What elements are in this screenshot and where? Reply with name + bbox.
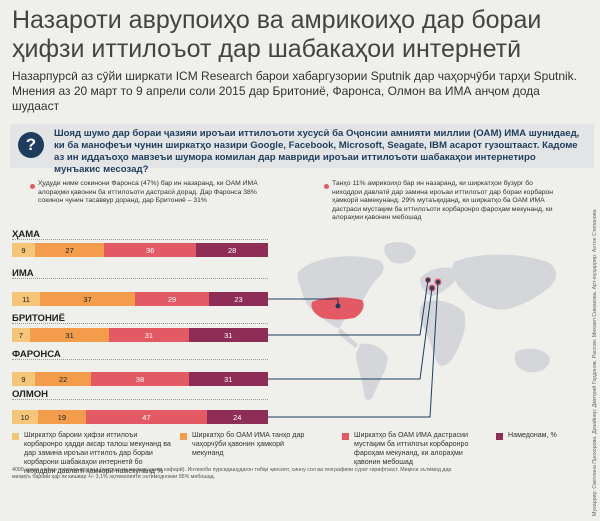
bar-segment: 7 xyxy=(12,328,30,342)
bar-segment: 47 xyxy=(86,410,207,424)
stacked-bar: 7 31 31 31 xyxy=(12,328,268,342)
infographic-title: Назароти аврупоиҳо ва амрикоиҳо дар бора… xyxy=(12,6,542,63)
africa-shape xyxy=(419,300,466,366)
bar-segment: 11 xyxy=(12,292,41,306)
bar-segment: 38 xyxy=(91,372,189,386)
bar-segment: 24 xyxy=(206,410,268,424)
row-divider xyxy=(12,278,268,279)
bar-segment: 19 xyxy=(37,410,87,424)
bar-segment: 31 xyxy=(188,372,268,386)
category-label: ОЛМОН xyxy=(12,389,48,400)
bar-segment: 36 xyxy=(104,243,197,257)
category-label: ҲАМА xyxy=(12,229,40,240)
row-divider xyxy=(12,399,268,400)
germany-dot xyxy=(436,280,440,284)
stacked-bar: 11 37 29 23 xyxy=(12,292,268,306)
bar-segment: 9 xyxy=(12,372,36,386)
bar-segment: 28 xyxy=(196,243,268,257)
australia-shape xyxy=(514,348,550,373)
usa-dot xyxy=(335,303,341,309)
france-dot xyxy=(430,286,434,290)
bar-segment: 9 xyxy=(12,243,36,257)
question-text: Шояд шумо дар бораи ҷазияи ироъаи иттило… xyxy=(54,128,580,175)
world-map xyxy=(297,242,557,400)
legend-label-2: Ширкатҳо бо ОАМ ИМА танҳо дар чаҳорчӯби … xyxy=(192,431,305,457)
bar-segment: 31 xyxy=(109,328,189,342)
south-america-shape xyxy=(356,343,388,400)
stacked-bar: 9 27 36 28 xyxy=(12,243,268,257)
category-label: ИМА xyxy=(12,268,34,279)
bar-segment: 22 xyxy=(35,372,92,386)
note-left: Ҳудуди ниме сокинони Фаронса (47%) бар и… xyxy=(38,180,258,204)
infographic-subtitle: Назарпурсӣ аз сӯйи ширкати ICM Research … xyxy=(12,69,578,113)
legend-label-3: Ширкатҳо ба ОАМ ИМА дастрасии мустақим б… xyxy=(354,431,469,466)
category-label: ФАРОНСА xyxy=(12,349,61,360)
asia-shape xyxy=(452,254,557,310)
question-icon: ? xyxy=(18,132,44,158)
legend-swatch-3 xyxy=(342,433,349,440)
note-right: Танҳо 11% амрикоиҳо бар ин назаранд, ки … xyxy=(332,180,554,221)
legend-swatch-1 xyxy=(12,433,19,440)
row-divider xyxy=(12,323,268,324)
credits-vertical: Мухаррир: Светлана Прохорова. Дизайнер: … xyxy=(591,209,598,516)
bar-segment: 31 xyxy=(188,328,268,342)
greenland-shape xyxy=(384,242,416,264)
bar-segment: 23 xyxy=(209,292,268,306)
legend-label-1: Ширкатҳо бароии ҳифзи иттилоъи корбаронр… xyxy=(24,431,171,475)
row-divider xyxy=(12,359,268,360)
bar-segment: 37 xyxy=(40,292,135,306)
uk-dot xyxy=(426,278,430,282)
legend-swatch-2 xyxy=(180,433,187,440)
bar-segment: 31 xyxy=(29,328,110,342)
note-right-marker xyxy=(324,184,329,189)
category-label: БРИТОНИЁ xyxy=(12,313,65,324)
bar-segment: 10 xyxy=(12,410,38,424)
stacked-bar: 10 19 47 24 xyxy=(12,410,268,424)
bar-segment: 27 xyxy=(35,243,105,257)
legend-swatch-4 xyxy=(496,433,503,440)
credits-text: Мухаррир: Светлана Прохорова. Дизайнер: … xyxy=(591,209,598,516)
footer-note: 4000 ҳазор нафар пурсида шуданд (дар ҳар… xyxy=(12,467,452,480)
stacked-bar: 9 22 38 31 xyxy=(12,372,268,386)
legend-label-4: Намедонам, % xyxy=(508,431,557,439)
central-america-shape xyxy=(338,328,358,348)
note-left-marker xyxy=(30,184,35,189)
question-box: ? Шояд шумо дар бораи ҷазияи ироъаи итти… xyxy=(10,124,594,175)
bar-segment: 29 xyxy=(134,292,210,306)
row-divider xyxy=(12,239,268,240)
